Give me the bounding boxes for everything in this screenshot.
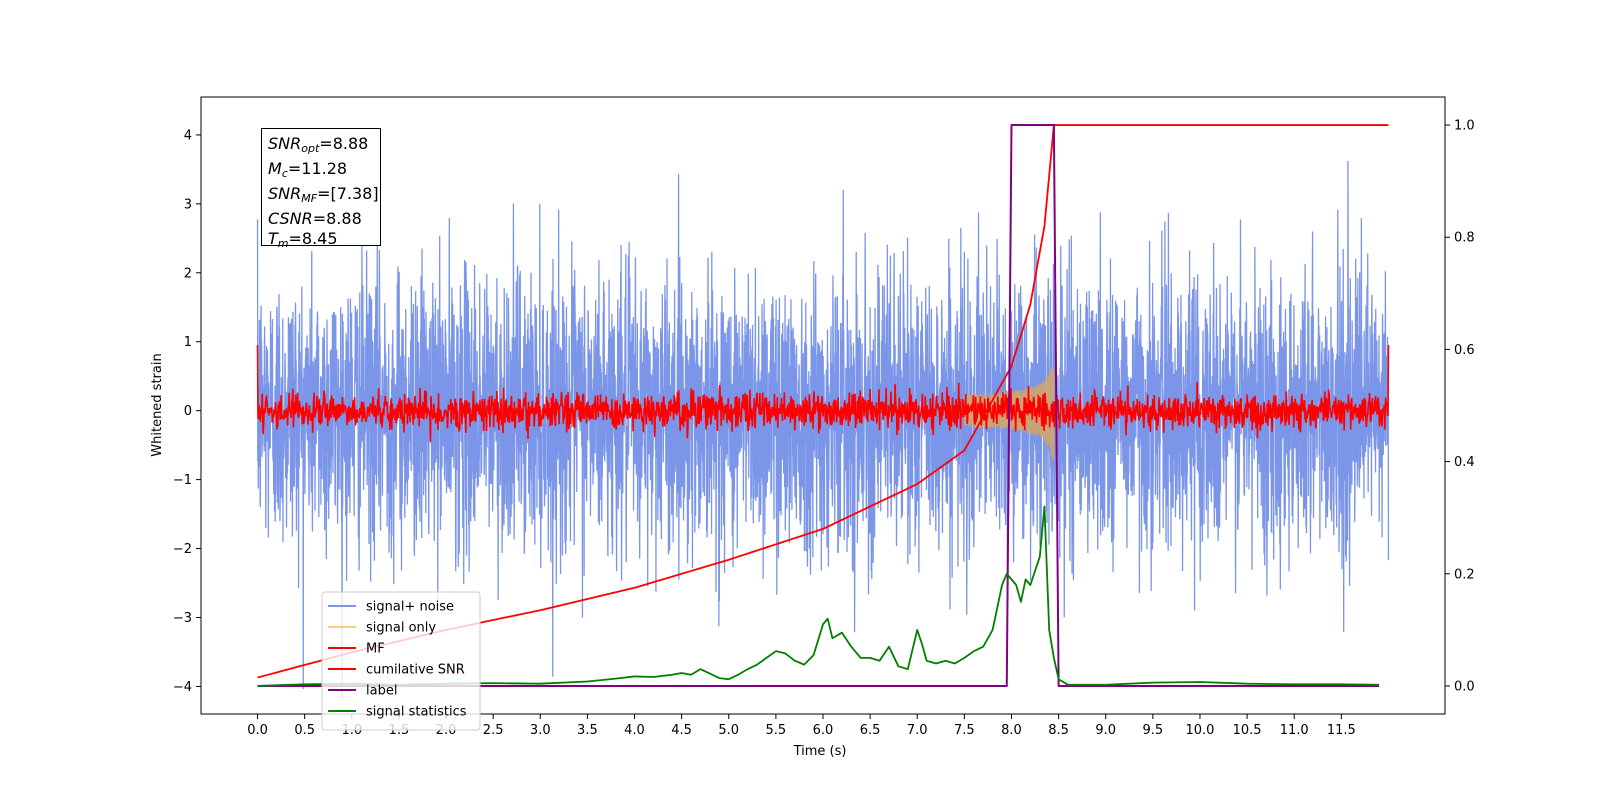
legend-label: signal+ noise: [366, 600, 454, 615]
x-tick-label: 6.5: [860, 723, 881, 738]
y-tick-label: −4: [173, 680, 192, 695]
y-tick-label: 4: [184, 128, 192, 143]
legend-label: signal only: [366, 621, 436, 636]
y-tick-label: −1: [173, 473, 192, 488]
y-axis-title: Whitened strain: [150, 353, 165, 456]
y-tick-label: −2: [173, 542, 192, 557]
x-tick-label: 11.0: [1280, 723, 1309, 738]
x-tick-label: 10.5: [1233, 723, 1262, 738]
series-label: [257, 124, 1380, 687]
x-tick-label: 5.0: [718, 723, 739, 738]
annotation-snr-mf: SNRMF=[7.38]: [268, 184, 379, 205]
x-tick-label: 4.0: [624, 723, 645, 738]
y2-tick-label: 0.4: [1454, 455, 1475, 470]
annotation-mc: Mc=11.28: [268, 159, 348, 180]
y-tick-label: 3: [184, 197, 192, 212]
annotation-snr-opt: SNRopt=8.88: [268, 134, 369, 155]
x-tick-label: 7.0: [907, 723, 928, 738]
x-tick-label: 6.0: [813, 723, 834, 738]
legend-label: cumilative SNR: [366, 663, 465, 678]
x-tick-label: 7.5: [954, 723, 975, 738]
x-tick-label: 4.5: [671, 723, 692, 738]
legend-label: MF: [366, 642, 385, 657]
y-tick-label: 0: [184, 404, 192, 419]
y-tick-label: 1: [184, 335, 192, 350]
x-tick-label: 2.5: [483, 723, 504, 738]
legend-box: [321, 591, 481, 731]
series-mf: [256, 345, 1390, 442]
x-tick-label: 9.5: [1143, 723, 1164, 738]
annotation-tm: Tm=8.45: [268, 229, 338, 250]
annotation-box: SNRopt=8.88 Mc=11.28 SNRMF=[7.38] CSNR=8…: [261, 128, 381, 250]
series-signal-noise: [256, 161, 1390, 700]
series-signal-statistics: [257, 505, 1380, 687]
x-tick-label: 10.0: [1185, 723, 1214, 738]
y2-tick-label: 1.0: [1454, 119, 1475, 134]
x-tick-label: 3.5: [577, 723, 598, 738]
legend-label: signal statistics: [366, 705, 467, 720]
y2-tick-label: 0.6: [1454, 343, 1475, 358]
legend: signal+ noise signal only MF cumilative SNR…: [321, 591, 481, 731]
x-tick-label: 0.5: [294, 723, 315, 738]
x-tick-label: 3.0: [530, 723, 551, 738]
legend-label: label: [366, 684, 397, 699]
y2-tick-label: 0.8: [1454, 231, 1475, 246]
x-tick-label: 8.5: [1048, 723, 1069, 738]
x-tick-label: 11.5: [1327, 723, 1356, 738]
y2-tick-label: 0.0: [1454, 679, 1475, 694]
x-tick-label: 5.5: [766, 723, 787, 738]
y-tick-label: 2: [184, 266, 192, 281]
x-tick-label: 8.0: [1001, 723, 1022, 738]
y-tick-label: −3: [173, 611, 192, 626]
x-tick-label: 0.0: [247, 723, 268, 738]
y-axis-right: 0.0 0.2 0.4 0.6 0.8 1.0: [1445, 119, 1475, 694]
y2-tick-label: 0.2: [1454, 567, 1475, 582]
annotation-csnr: CSNR=8.88: [268, 209, 362, 228]
x-tick-label: 9.0: [1095, 723, 1116, 738]
x-axis-title: Time (s): [793, 744, 847, 759]
y-axis-left: −4 −3 −2 −1 0 1 2 3 4: [173, 128, 201, 695]
